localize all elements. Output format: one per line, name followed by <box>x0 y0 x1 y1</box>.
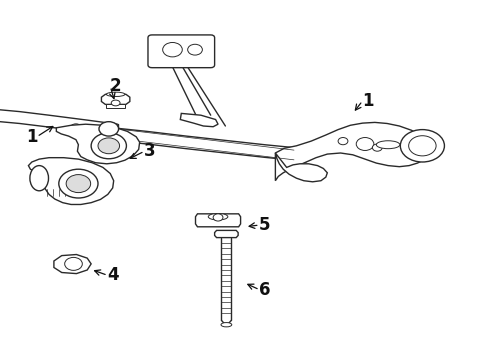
Circle shape <box>99 122 119 136</box>
FancyBboxPatch shape <box>148 35 215 68</box>
Text: 2: 2 <box>109 77 121 95</box>
Text: 4: 4 <box>107 266 119 284</box>
Polygon shape <box>215 230 238 238</box>
Polygon shape <box>28 158 114 204</box>
Ellipse shape <box>111 100 120 106</box>
Text: 6: 6 <box>259 281 270 299</box>
Ellipse shape <box>221 323 232 327</box>
Polygon shape <box>54 255 91 274</box>
Polygon shape <box>106 104 125 108</box>
Text: 5: 5 <box>259 216 270 234</box>
Circle shape <box>91 133 126 159</box>
Polygon shape <box>180 113 218 127</box>
Circle shape <box>356 138 374 150</box>
Ellipse shape <box>208 213 228 220</box>
Circle shape <box>188 44 202 55</box>
Circle shape <box>400 130 444 162</box>
Polygon shape <box>96 126 306 162</box>
Text: 1: 1 <box>26 128 38 146</box>
Circle shape <box>66 175 91 193</box>
Circle shape <box>338 138 348 145</box>
Circle shape <box>59 169 98 198</box>
Ellipse shape <box>106 92 125 96</box>
Circle shape <box>409 136 436 156</box>
Circle shape <box>213 214 223 221</box>
Polygon shape <box>196 214 241 227</box>
Polygon shape <box>56 124 140 164</box>
Ellipse shape <box>376 141 400 149</box>
Circle shape <box>372 144 382 151</box>
Circle shape <box>70 124 82 132</box>
Text: 3: 3 <box>144 142 155 160</box>
Circle shape <box>98 138 120 154</box>
Circle shape <box>163 42 182 57</box>
Polygon shape <box>275 153 327 182</box>
Polygon shape <box>275 122 431 181</box>
Polygon shape <box>101 94 130 104</box>
Ellipse shape <box>30 166 49 191</box>
Text: 1: 1 <box>362 92 373 110</box>
